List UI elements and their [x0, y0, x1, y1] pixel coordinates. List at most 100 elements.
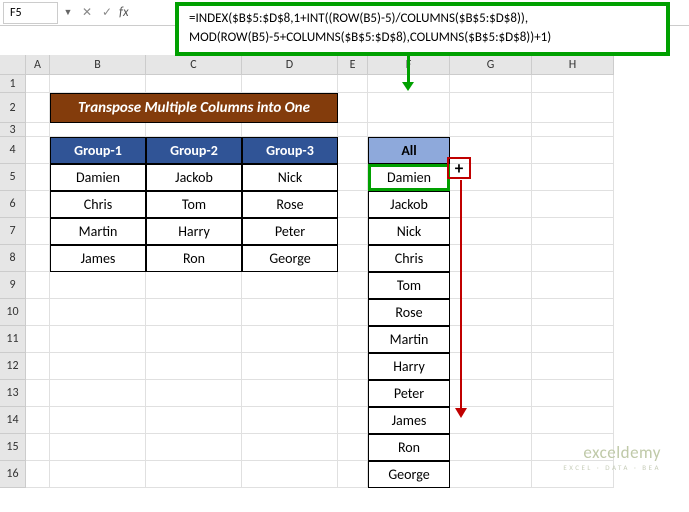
- col-header[interactable]: D: [242, 55, 338, 75]
- title-cell[interactable]: Transpose Multiple Columns into One: [50, 93, 338, 123]
- cell[interactable]: [532, 326, 614, 353]
- cell[interactable]: [26, 93, 50, 123]
- cell[interactable]: [50, 272, 146, 299]
- cell[interactable]: [50, 380, 146, 407]
- col-header[interactable]: C: [146, 55, 242, 75]
- cell[interactable]: Peter: [242, 218, 338, 245]
- cell[interactable]: [338, 407, 368, 434]
- cell[interactable]: [26, 123, 50, 137]
- row-header[interactable]: 3: [0, 123, 26, 137]
- cell[interactable]: [26, 407, 50, 434]
- cell[interactable]: Chris: [368, 245, 450, 272]
- cell[interactable]: [26, 272, 50, 299]
- cell[interactable]: [242, 407, 338, 434]
- cell[interactable]: [50, 407, 146, 434]
- cell[interactable]: [338, 299, 368, 326]
- row-header[interactable]: 14: [0, 407, 26, 434]
- cell[interactable]: [532, 191, 614, 218]
- cell[interactable]: [532, 218, 614, 245]
- row-header[interactable]: 4: [0, 137, 26, 164]
- cell[interactable]: [338, 380, 368, 407]
- cell[interactable]: Chris: [50, 191, 146, 218]
- cell[interactable]: Ron: [368, 434, 450, 461]
- cell[interactable]: [532, 93, 614, 123]
- header-group-3[interactable]: Group-3: [242, 137, 338, 164]
- cell[interactable]: Jackob: [368, 191, 450, 218]
- cell[interactable]: [338, 245, 368, 272]
- cell[interactable]: [26, 137, 50, 164]
- row-header[interactable]: 6: [0, 191, 26, 218]
- row-header[interactable]: 7: [0, 218, 26, 245]
- cell[interactable]: [532, 407, 614, 434]
- cell[interactable]: [50, 123, 146, 137]
- row-header[interactable]: 10: [0, 299, 26, 326]
- header-group-1[interactable]: Group-1: [50, 137, 146, 164]
- cell[interactable]: [26, 191, 50, 218]
- cell[interactable]: [338, 123, 368, 137]
- row-header[interactable]: 9: [0, 272, 26, 299]
- cell[interactable]: [50, 326, 146, 353]
- cell[interactable]: [242, 326, 338, 353]
- cell[interactable]: [450, 380, 532, 407]
- cell[interactable]: [146, 75, 242, 93]
- cell[interactable]: Nick: [242, 164, 338, 191]
- cell[interactable]: [242, 272, 338, 299]
- row-header[interactable]: 11: [0, 326, 26, 353]
- cell[interactable]: [450, 461, 532, 488]
- cell[interactable]: [338, 93, 368, 123]
- cell[interactable]: [242, 75, 338, 93]
- cell[interactable]: George: [368, 461, 450, 488]
- cell[interactable]: [242, 461, 338, 488]
- col-header[interactable]: G: [450, 55, 532, 75]
- cell[interactable]: [338, 164, 368, 191]
- cell[interactable]: [50, 353, 146, 380]
- cell[interactable]: [146, 272, 242, 299]
- cell[interactable]: [50, 434, 146, 461]
- col-header[interactable]: E: [338, 55, 368, 75]
- cell[interactable]: [26, 164, 50, 191]
- cell[interactable]: [146, 461, 242, 488]
- cell[interactable]: [450, 93, 532, 123]
- cell[interactable]: [146, 407, 242, 434]
- cancel-icon[interactable]: ✕: [78, 3, 96, 23]
- enter-icon[interactable]: ✓: [98, 3, 116, 23]
- cell[interactable]: [146, 353, 242, 380]
- cell[interactable]: [450, 434, 532, 461]
- cell[interactable]: [532, 299, 614, 326]
- cell[interactable]: [532, 272, 614, 299]
- cell[interactable]: [146, 299, 242, 326]
- cell[interactable]: [50, 299, 146, 326]
- cell[interactable]: Peter: [368, 380, 450, 407]
- cell[interactable]: [146, 380, 242, 407]
- cell[interactable]: [338, 326, 368, 353]
- cell[interactable]: [338, 191, 368, 218]
- cell[interactable]: [338, 218, 368, 245]
- header-group-2[interactable]: Group-2: [146, 137, 242, 164]
- cell[interactable]: [532, 137, 614, 164]
- cell[interactable]: [368, 123, 450, 137]
- cell[interactable]: [450, 191, 532, 218]
- cell[interactable]: [532, 380, 614, 407]
- cell[interactable]: [450, 75, 532, 93]
- cell[interactable]: [26, 434, 50, 461]
- cell[interactable]: Harry: [368, 353, 450, 380]
- selected-cell[interactable]: Damien: [368, 164, 450, 191]
- cell[interactable]: George: [242, 245, 338, 272]
- cell[interactable]: [338, 353, 368, 380]
- cell[interactable]: [242, 434, 338, 461]
- cell[interactable]: [146, 123, 242, 137]
- cell[interactable]: Rose: [368, 299, 450, 326]
- header-all[interactable]: All: [368, 137, 450, 164]
- cell[interactable]: [26, 353, 50, 380]
- cell[interactable]: [368, 93, 450, 123]
- cell[interactable]: [26, 245, 50, 272]
- cell[interactable]: [338, 272, 368, 299]
- cell[interactable]: [146, 326, 242, 353]
- name-box-dropdown-icon[interactable]: ▼: [61, 7, 75, 18]
- fx-icon[interactable]: fx: [119, 5, 129, 20]
- cell[interactable]: [338, 434, 368, 461]
- cell[interactable]: [50, 75, 146, 93]
- row-header[interactable]: 8: [0, 245, 26, 272]
- col-header[interactable]: A: [26, 55, 50, 75]
- cell[interactable]: [450, 299, 532, 326]
